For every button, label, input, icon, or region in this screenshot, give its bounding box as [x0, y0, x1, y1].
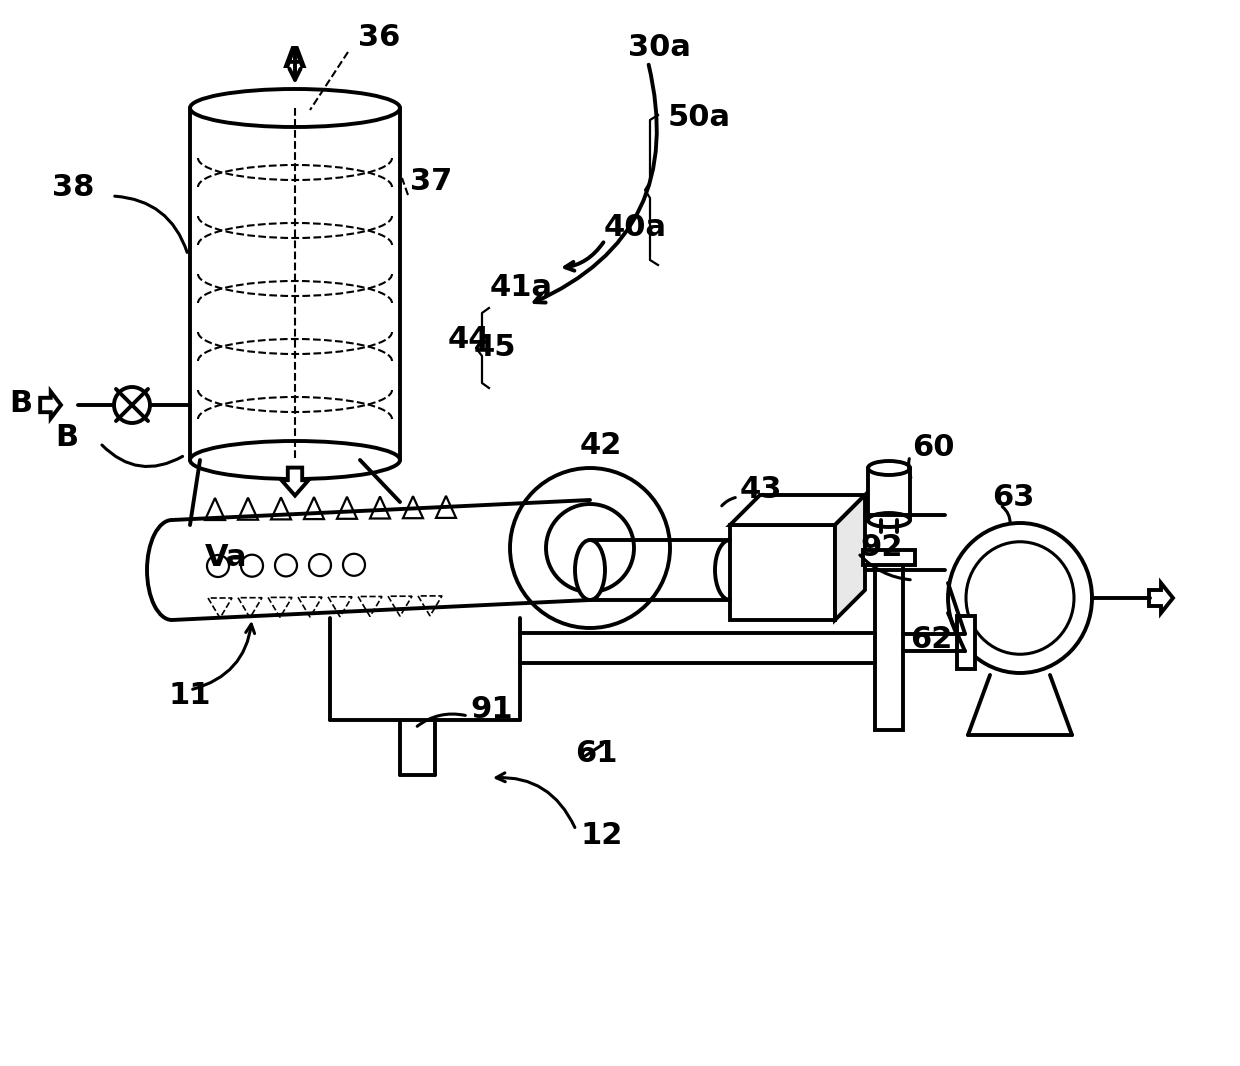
Text: 30a: 30a: [627, 33, 691, 63]
Circle shape: [309, 554, 331, 576]
Text: Va: Va: [205, 544, 248, 572]
Polygon shape: [238, 498, 258, 520]
Bar: [875, 555, 903, 730]
Ellipse shape: [868, 513, 910, 527]
Text: B: B: [55, 423, 78, 452]
Polygon shape: [281, 468, 309, 496]
Ellipse shape: [190, 441, 401, 479]
Circle shape: [241, 554, 263, 577]
Polygon shape: [835, 495, 866, 620]
Ellipse shape: [949, 523, 1092, 673]
Text: 50a: 50a: [668, 103, 732, 132]
Text: 92: 92: [861, 533, 903, 563]
Text: 60: 60: [911, 434, 955, 463]
Text: 62: 62: [910, 626, 952, 655]
Polygon shape: [1149, 583, 1173, 613]
Text: 40a: 40a: [604, 213, 667, 242]
Text: 36: 36: [358, 23, 401, 52]
Polygon shape: [403, 496, 423, 518]
Ellipse shape: [966, 542, 1074, 655]
Text: A: A: [283, 46, 306, 75]
Text: 63: 63: [992, 484, 1034, 513]
Ellipse shape: [190, 88, 401, 127]
Circle shape: [343, 554, 365, 576]
Polygon shape: [436, 496, 456, 518]
Text: 38: 38: [52, 174, 94, 203]
Text: 43: 43: [740, 475, 782, 504]
Polygon shape: [337, 497, 357, 519]
Text: 12: 12: [580, 821, 622, 850]
Text: 61: 61: [575, 739, 618, 768]
Circle shape: [207, 555, 229, 577]
Bar: [957, 616, 975, 668]
Polygon shape: [40, 391, 61, 419]
Bar: [863, 550, 915, 565]
Text: 45: 45: [474, 334, 517, 362]
Ellipse shape: [510, 468, 670, 628]
Ellipse shape: [868, 461, 910, 475]
Polygon shape: [205, 498, 224, 520]
Polygon shape: [730, 495, 866, 524]
Circle shape: [114, 387, 150, 423]
Text: 42: 42: [580, 431, 622, 459]
Circle shape: [275, 554, 298, 577]
Polygon shape: [272, 498, 291, 519]
Ellipse shape: [715, 540, 745, 600]
Text: 37: 37: [410, 167, 453, 196]
Ellipse shape: [546, 504, 634, 592]
Bar: [730, 524, 835, 620]
Text: 41a: 41a: [490, 274, 553, 303]
Polygon shape: [304, 497, 324, 519]
Text: B: B: [9, 388, 32, 418]
Text: 91: 91: [470, 695, 512, 725]
Text: 11: 11: [167, 680, 211, 710]
Ellipse shape: [575, 540, 605, 600]
Text: 44: 44: [448, 325, 491, 355]
Polygon shape: [370, 497, 391, 518]
